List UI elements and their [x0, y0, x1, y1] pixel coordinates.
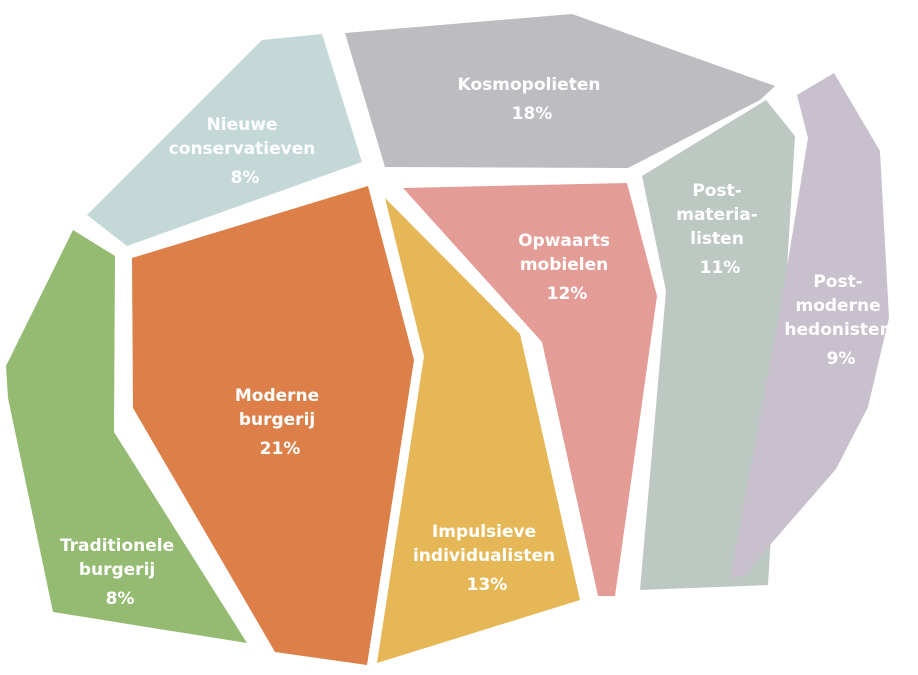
segment-kosmopolieten: Kosmopolieten 18%	[345, 14, 775, 168]
segment-opwaarts-mobielen: Opwaarts mobielen 12%	[403, 183, 657, 596]
segment-label-post-materialisten: Post- materia- listen 11%	[676, 181, 764, 278]
segment-shape-traditionele-burgerij	[6, 230, 247, 643]
segment-label-kosmopolieten: Kosmopolieten 18%	[458, 75, 607, 124]
segment-label-post-moderne-hedonisten: Post- moderne hedonisten 9%	[784, 272, 897, 369]
segment-shape-impulsieve-individualisten	[377, 198, 580, 663]
segment-label-nieuwe-conservatieven: Nieuwe conservatieven 8%	[169, 115, 322, 188]
segment-shape-kosmopolieten	[345, 14, 775, 168]
segment-shape-nieuwe-conservatieven	[87, 34, 362, 246]
segment-shape-opwaarts-mobielen	[403, 183, 657, 596]
segment-nieuwe-conservatieven: Nieuwe conservatieven 8%	[87, 34, 362, 246]
segment-impulsieve-individualisten: Impulsieve individualisten 13%	[377, 198, 580, 663]
segment-label-opwaarts-mobielen: Opwaarts mobielen 12%	[518, 231, 616, 304]
segment-label-moderne-burgerij: Moderne burgerij 21%	[235, 386, 325, 459]
segment-moderne-burgerij: Moderne burgerij 21%	[132, 186, 414, 665]
segment-shape-post-moderne-hedonisten	[730, 73, 889, 579]
segment-shape-moderne-burgerij	[132, 186, 414, 665]
segment-post-moderne-hedonisten: Post- moderne hedonisten 9%	[730, 73, 897, 579]
segment-label-impulsieve-individualisten: Impulsieve individualisten 13%	[413, 522, 561, 595]
segment-label-traditionele-burgerij: Traditionele burgerij 8%	[60, 536, 180, 609]
segment-traditionele-burgerij: Traditionele burgerij 8%	[6, 230, 247, 643]
